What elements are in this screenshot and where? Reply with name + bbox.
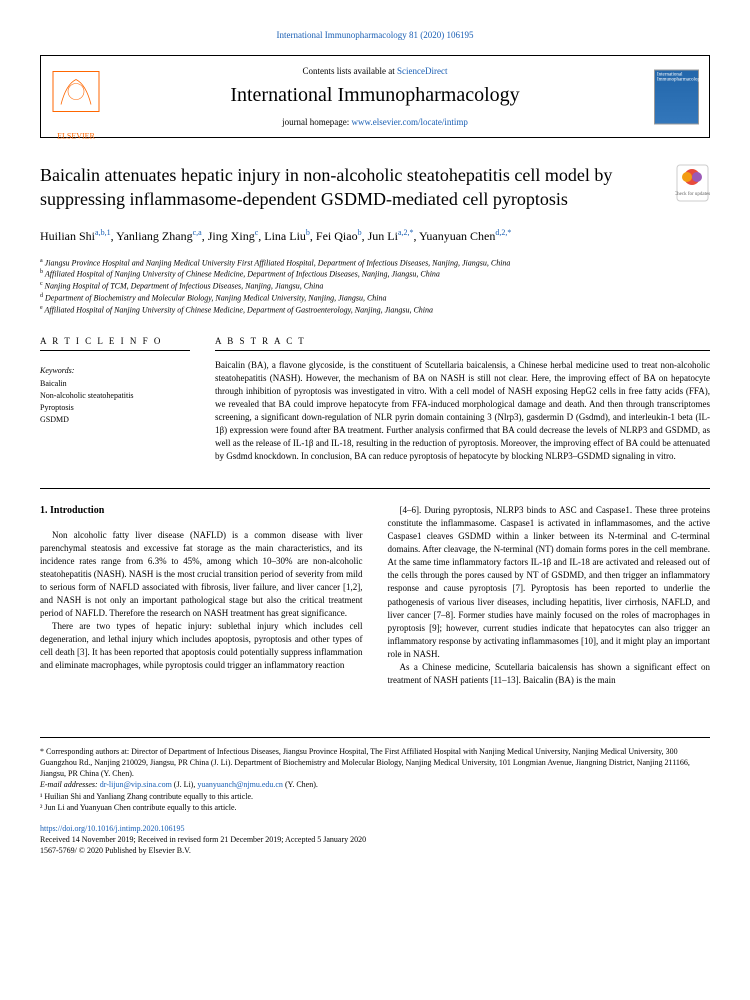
keywords-list: Baicalin Non-alcoholic steatohepatitis P…	[40, 378, 190, 426]
contents-available: Contents lists available at ScienceDirec…	[116, 66, 634, 76]
authors-list: Huilian Shia,b,1, Yanliang Zhangc,a, Jin…	[40, 227, 710, 245]
intro-para-3: [4–6]. During pyroptosis, NLRP3 binds to…	[388, 504, 711, 661]
keywords-label: Keywords:	[40, 366, 190, 375]
article-title: Baicalin attenuates hepatic injury in no…	[40, 163, 665, 212]
check-updates-badge[interactable]: Check for updates	[675, 163, 710, 203]
elsevier-logo: ELSEVIER	[51, 69, 101, 124]
author-note-2: ² Jun Li and Yuanyuan Chen contribute eq…	[40, 802, 710, 813]
elsevier-label: ELSEVIER	[51, 131, 101, 140]
left-column: 1. Introduction Non alcoholic fatty live…	[40, 504, 363, 687]
article-info-heading: A R T I C L E I N F O	[40, 336, 190, 351]
homepage-link[interactable]: www.elsevier.com/locate/intimp	[352, 117, 468, 127]
author-note-1: ¹ Huilian Shi and Yanliang Zhang contrib…	[40, 791, 710, 802]
doi-link[interactable]: https://doi.org/10.1016/j.intimp.2020.10…	[40, 824, 185, 833]
email-link-1[interactable]: dr-lijun@vip.sina.com	[100, 780, 172, 789]
sciencedirect-link[interactable]: ScienceDirect	[397, 66, 447, 76]
copyright: 1567-5769/ © 2020 Published by Elsevier …	[40, 845, 710, 856]
journal-title: International Immunopharmacology	[116, 84, 634, 107]
email-link-2[interactable]: yuanyuanch@njmu.edu.cn	[197, 780, 283, 789]
abstract-panel: A B S T R A C T Baicalin (BA), a flavone…	[215, 336, 710, 463]
affiliations: a Jiangsu Province Hospital and Nanjing …	[40, 257, 710, 316]
journal-citation: International Immunopharmacology 81 (202…	[40, 30, 710, 40]
svg-text:Check for updates: Check for updates	[675, 192, 710, 197]
page-footer: * Corresponding authors at: Director of …	[40, 737, 710, 857]
abstract-heading: A B S T R A C T	[215, 336, 710, 351]
corresponding-authors: * Corresponding authors at: Director of …	[40, 746, 710, 780]
journal-cover-thumbnail: International Immunopharmacology	[654, 69, 699, 124]
intro-para-1: Non alcoholic fatty liver disease (NAFLD…	[40, 529, 363, 620]
intro-para-4: As a Chinese medicine, Scutellaria baica…	[388, 661, 711, 687]
received-dates: Received 14 November 2019; Received in r…	[40, 834, 710, 845]
section-divider	[40, 488, 710, 489]
intro-para-2: There are two types of hepatic injury: s…	[40, 620, 363, 672]
journal-homepage: journal homepage: www.elsevier.com/locat…	[116, 117, 634, 127]
journal-header: ELSEVIER Contents lists available at Sci…	[40, 55, 710, 138]
section-1-heading: 1. Introduction	[40, 504, 363, 519]
email-addresses: E-mail addresses: dr-lijun@vip.sina.com …	[40, 779, 710, 790]
body-text: 1. Introduction Non alcoholic fatty live…	[40, 504, 710, 687]
article-info-panel: A R T I C L E I N F O Keywords: Baicalin…	[40, 336, 190, 463]
abstract-text: Baicalin (BA), a flavone glycoside, is t…	[215, 359, 710, 463]
right-column: [4–6]. During pyroptosis, NLRP3 binds to…	[388, 504, 711, 687]
